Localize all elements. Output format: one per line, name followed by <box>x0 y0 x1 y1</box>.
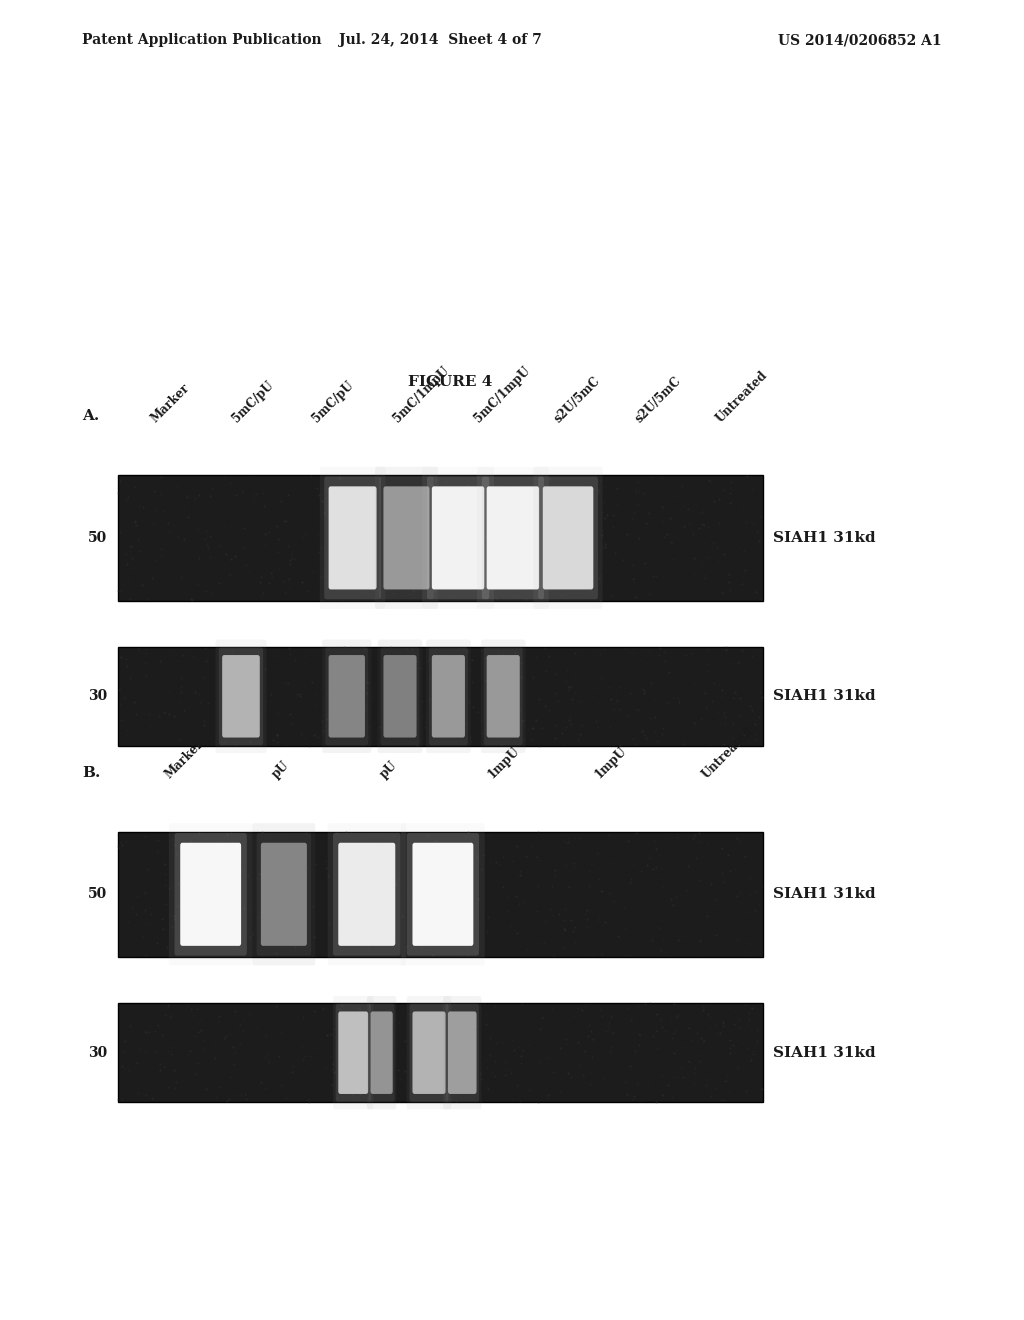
FancyBboxPatch shape <box>338 1011 369 1094</box>
Text: pU: pU <box>270 759 292 781</box>
FancyBboxPatch shape <box>543 486 593 590</box>
Text: 5mC/1mpU: 5mC/1mpU <box>471 364 532 425</box>
FancyBboxPatch shape <box>429 647 468 746</box>
FancyBboxPatch shape <box>486 486 539 590</box>
Text: 50: 50 <box>88 887 108 902</box>
FancyBboxPatch shape <box>219 647 263 746</box>
FancyBboxPatch shape <box>477 467 549 609</box>
Text: Jul. 24, 2014  Sheet 4 of 7: Jul. 24, 2014 Sheet 4 of 7 <box>339 33 542 48</box>
FancyBboxPatch shape <box>367 997 396 1109</box>
FancyBboxPatch shape <box>319 467 385 609</box>
FancyBboxPatch shape <box>381 647 420 746</box>
FancyBboxPatch shape <box>447 1011 476 1094</box>
FancyBboxPatch shape <box>483 647 522 746</box>
Text: 30: 30 <box>88 689 108 704</box>
FancyBboxPatch shape <box>253 824 315 965</box>
FancyBboxPatch shape <box>443 997 481 1109</box>
FancyBboxPatch shape <box>118 475 763 601</box>
FancyBboxPatch shape <box>379 477 433 599</box>
FancyBboxPatch shape <box>413 1011 445 1094</box>
FancyBboxPatch shape <box>369 1003 394 1102</box>
FancyBboxPatch shape <box>427 477 489 599</box>
Text: Patent Application Publication: Patent Application Publication <box>82 33 322 48</box>
FancyBboxPatch shape <box>329 486 377 590</box>
FancyBboxPatch shape <box>426 640 471 752</box>
Text: A.: A. <box>82 409 99 424</box>
FancyBboxPatch shape <box>407 833 479 956</box>
Text: 1mpU: 1mpU <box>593 744 629 781</box>
FancyBboxPatch shape <box>407 997 452 1109</box>
FancyBboxPatch shape <box>383 486 429 590</box>
Text: SIAH1 31kd: SIAH1 31kd <box>773 1045 876 1060</box>
FancyBboxPatch shape <box>333 997 374 1109</box>
FancyBboxPatch shape <box>413 842 473 946</box>
FancyBboxPatch shape <box>336 1003 371 1102</box>
FancyBboxPatch shape <box>534 467 602 609</box>
Text: pU: pU <box>378 759 399 781</box>
FancyBboxPatch shape <box>401 824 484 965</box>
FancyBboxPatch shape <box>338 842 395 946</box>
Text: 50: 50 <box>88 531 108 545</box>
FancyBboxPatch shape <box>323 640 372 752</box>
FancyBboxPatch shape <box>333 833 400 956</box>
FancyBboxPatch shape <box>215 640 266 752</box>
Text: 5mC/pU: 5mC/pU <box>229 379 275 425</box>
FancyBboxPatch shape <box>180 842 241 946</box>
Text: 5mC/1mpU: 5mC/1mpU <box>391 364 452 425</box>
FancyBboxPatch shape <box>325 477 381 599</box>
FancyBboxPatch shape <box>174 833 247 956</box>
FancyBboxPatch shape <box>118 1003 763 1102</box>
FancyBboxPatch shape <box>169 824 253 965</box>
FancyBboxPatch shape <box>486 655 520 738</box>
Text: Marker: Marker <box>163 738 206 781</box>
Text: Untreated: Untreated <box>714 368 770 425</box>
FancyBboxPatch shape <box>371 1011 392 1094</box>
Text: SIAH1 31kd: SIAH1 31kd <box>773 531 876 545</box>
Text: SIAH1 31kd: SIAH1 31kd <box>773 887 876 902</box>
Text: FIGURE 4: FIGURE 4 <box>409 375 493 389</box>
FancyBboxPatch shape <box>422 467 494 609</box>
FancyBboxPatch shape <box>410 1003 449 1102</box>
FancyBboxPatch shape <box>432 655 465 738</box>
FancyBboxPatch shape <box>329 655 365 738</box>
Text: s2U/5mC: s2U/5mC <box>552 374 603 425</box>
FancyBboxPatch shape <box>375 467 438 609</box>
Text: Marker: Marker <box>148 381 193 425</box>
FancyBboxPatch shape <box>481 640 525 752</box>
FancyBboxPatch shape <box>328 824 406 965</box>
Text: s2U/5mC: s2U/5mC <box>633 374 684 425</box>
FancyBboxPatch shape <box>378 640 422 752</box>
Text: B.: B. <box>82 766 100 780</box>
Text: 1mpU: 1mpU <box>485 744 521 781</box>
Text: US 2014/0206852 A1: US 2014/0206852 A1 <box>778 33 942 48</box>
FancyBboxPatch shape <box>257 833 311 956</box>
Text: 30: 30 <box>88 1045 108 1060</box>
FancyBboxPatch shape <box>261 842 307 946</box>
FancyBboxPatch shape <box>445 1003 479 1102</box>
FancyBboxPatch shape <box>326 647 369 746</box>
Text: SIAH1 31kd: SIAH1 31kd <box>773 689 876 704</box>
FancyBboxPatch shape <box>118 647 763 746</box>
Text: Untreated: Untreated <box>700 725 757 781</box>
FancyBboxPatch shape <box>432 486 484 590</box>
FancyBboxPatch shape <box>118 832 763 957</box>
FancyBboxPatch shape <box>222 655 260 738</box>
FancyBboxPatch shape <box>539 477 598 599</box>
FancyBboxPatch shape <box>383 655 417 738</box>
Text: 5mC/pU: 5mC/pU <box>310 379 356 425</box>
FancyBboxPatch shape <box>482 477 544 599</box>
